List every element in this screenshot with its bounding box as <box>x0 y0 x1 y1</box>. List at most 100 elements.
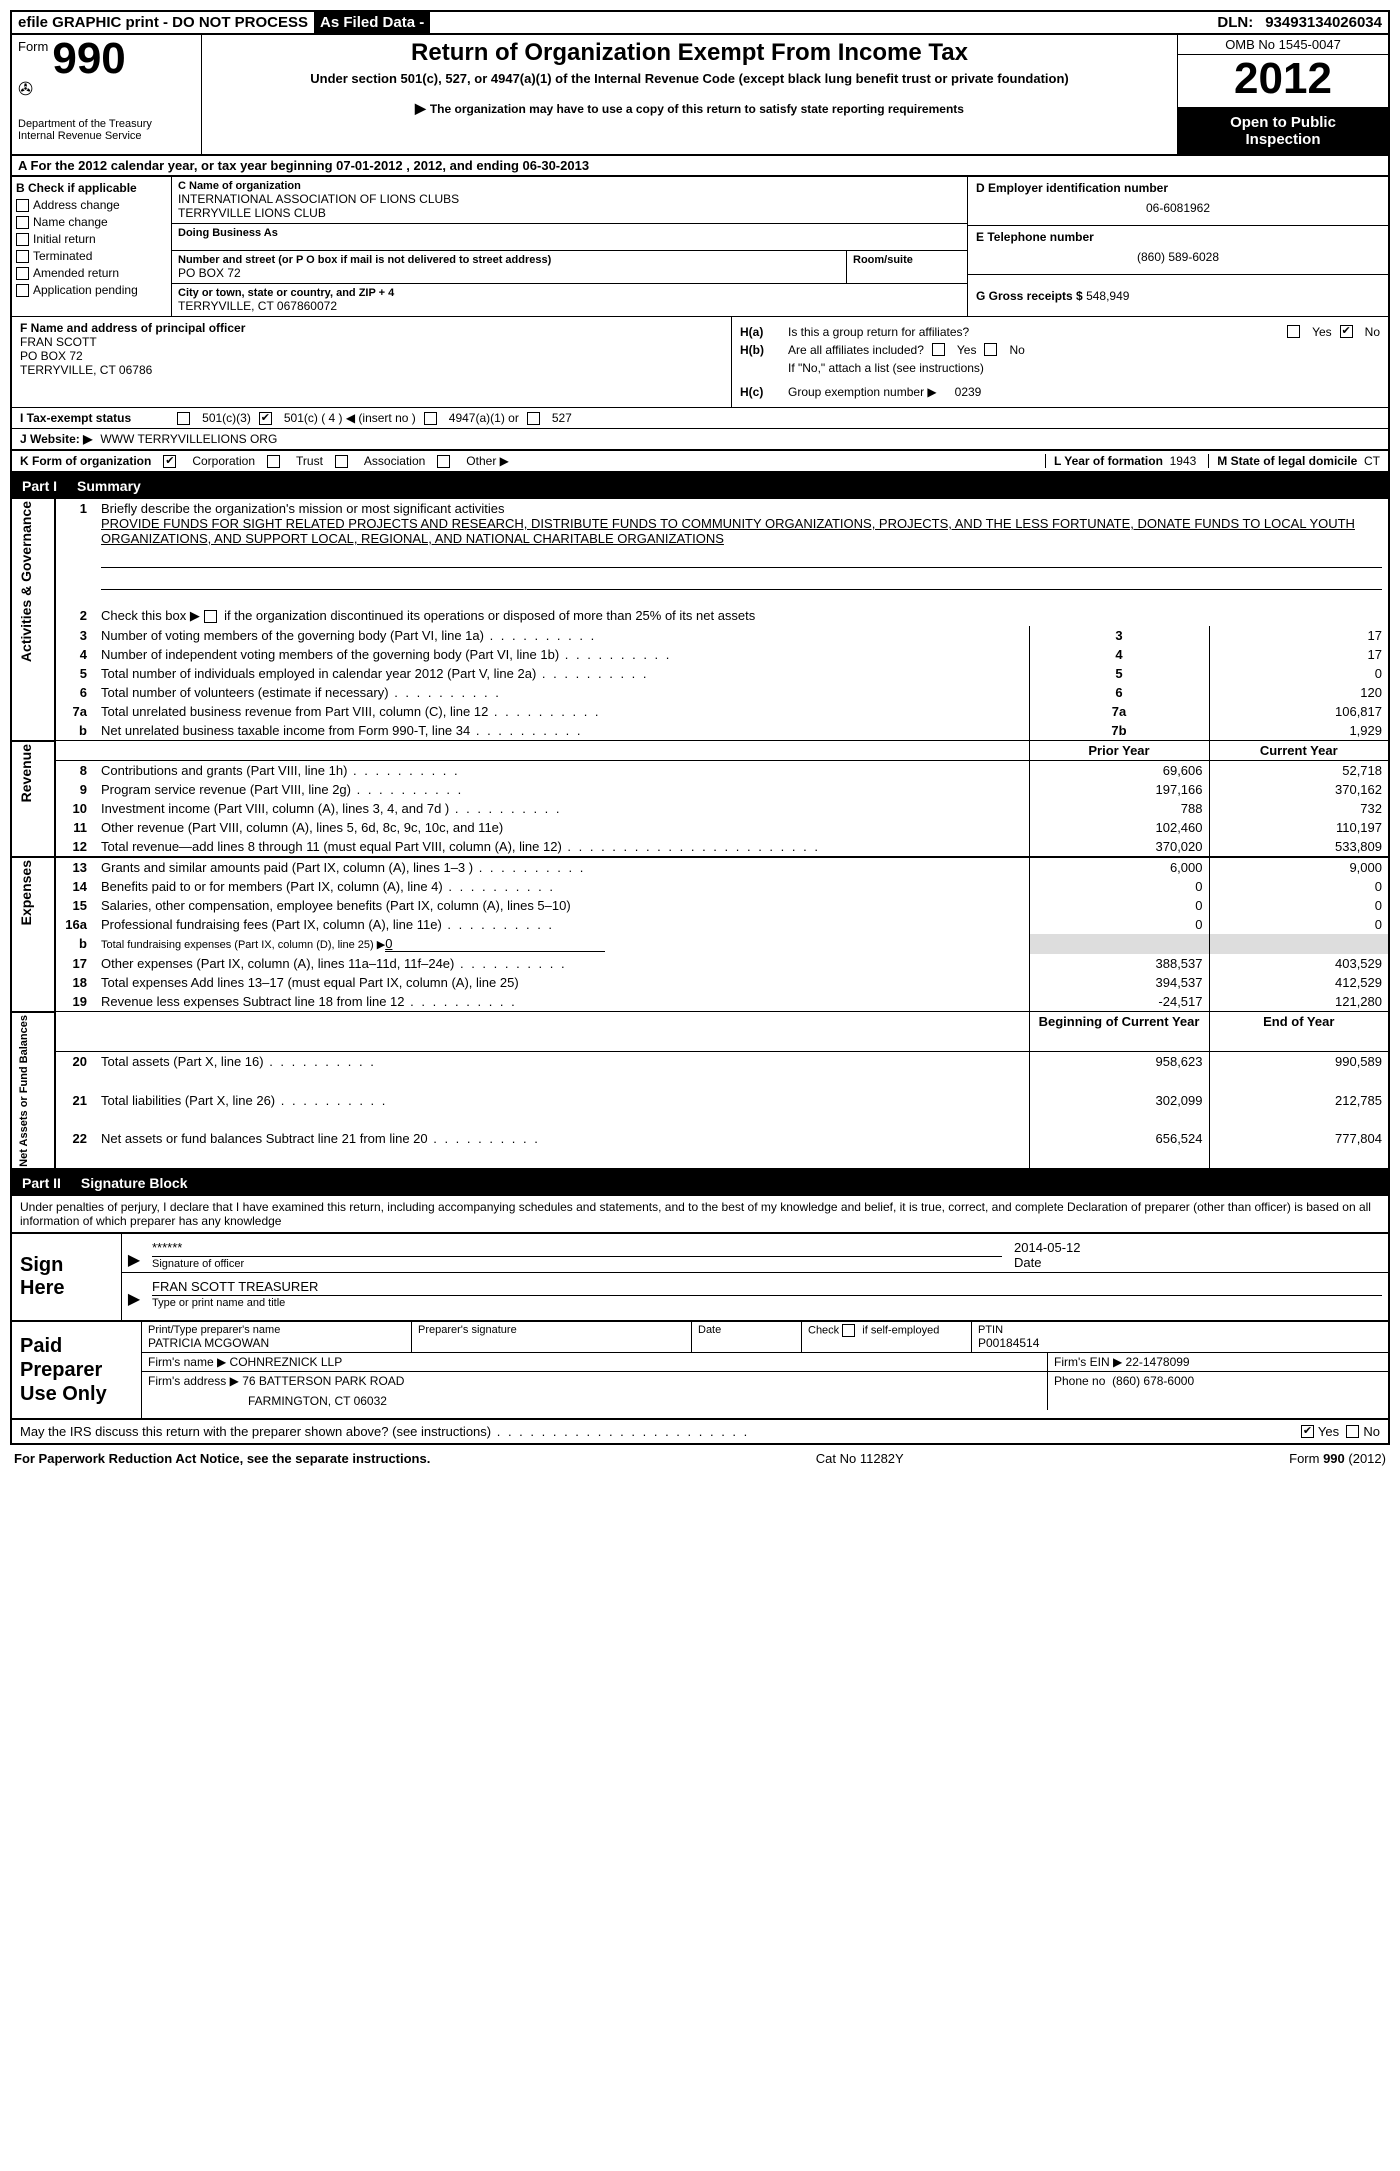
line8: Contributions and grants (Part VIII, lin… <box>95 761 1029 781</box>
faddr1: 76 BATTERSON PARK ROAD <box>242 1374 404 1388</box>
side-netassets: Net Assets or Fund Balances <box>18 1015 30 1167</box>
fname: COHNREZNICK LLP <box>230 1355 343 1369</box>
state-domicile: CT <box>1364 454 1380 468</box>
chk-address[interactable] <box>16 199 29 212</box>
ha-label: H(a) <box>740 325 780 339</box>
ptin: P00184514 <box>978 1336 1382 1350</box>
hb-label: H(b) <box>740 343 780 357</box>
row-j: J Website: ▶ WWW TERRYVILLELIONS ORG <box>10 429 1390 450</box>
chk-pending[interactable] <box>16 284 29 297</box>
form-note: The organization may have to use a copy … <box>430 102 964 116</box>
efile-header: efile GRAPHIC print - DO NOT PROCESS As … <box>10 10 1390 35</box>
chk-527[interactable] <box>527 412 540 425</box>
open-public: Open to Public Inspection <box>1178 108 1388 154</box>
line11: Other revenue (Part VIII, column (A), li… <box>95 818 1029 837</box>
room-label: Room/suite <box>853 254 961 266</box>
chk-501c[interactable] <box>259 412 272 425</box>
omb: OMB No 1545-0047 <box>1178 35 1388 55</box>
row-k: K Form of organization Corporation Trust… <box>10 450 1390 473</box>
line15: Salaries, other compensation, employee b… <box>95 896 1029 915</box>
discuss-no[interactable] <box>1346 1425 1359 1438</box>
line13: Grants and similar amounts paid (Part IX… <box>95 857 1029 877</box>
discuss-yes[interactable] <box>1301 1425 1314 1438</box>
addr-value: PO BOX 72 <box>178 266 840 280</box>
line1: Briefly describe the organization's miss… <box>101 501 1382 516</box>
chk-trust[interactable] <box>267 455 280 468</box>
fphone-lbl: Phone no <box>1054 1374 1105 1388</box>
hb-text: Are all affiliates included? <box>788 343 924 357</box>
ha-no-chk[interactable] <box>1340 325 1353 338</box>
f-addr1: PO BOX 72 <box>20 349 723 363</box>
part1-title: Summary <box>77 478 141 494</box>
chk-assoc[interactable] <box>335 455 348 468</box>
f-col: F Name and address of principal officer … <box>12 317 732 407</box>
bcd-grid: B Check if applicable Address change Nam… <box>10 177 1390 317</box>
side-activities: Activities & Governance <box>18 501 34 662</box>
fein-lbl: Firm's EIN ▶ <box>1054 1355 1122 1369</box>
ha-text: Is this a group return for affiliates? <box>788 325 1279 339</box>
mission: PROVIDE FUNDS FOR SIGHT RELATED PROJECTS… <box>101 516 1382 546</box>
chk-selfemployed[interactable] <box>842 1324 855 1337</box>
form-header: Form 990 ✇ Department of the Treasury In… <box>10 35 1390 156</box>
hb-yes-chk[interactable] <box>932 343 945 356</box>
hb-no-chk[interactable] <box>984 343 997 356</box>
hc-label: H(c) <box>740 385 780 399</box>
line9: Program service revenue (Part VIII, line… <box>95 780 1029 799</box>
sig-officer-lbl: Signature of officer <box>152 1256 1002 1270</box>
row-i: I Tax-exempt status 501(c)(3) 501(c) ( 4… <box>10 408 1390 429</box>
gross-label: G Gross receipts $ <box>976 289 1083 303</box>
row-a: A For the 2012 calendar year, or tax yea… <box>10 156 1390 177</box>
ein-value: 06-6081962 <box>976 195 1380 221</box>
pdate-lbl: Date <box>698 1324 795 1336</box>
line14: Benefits paid to or for members (Part IX… <box>95 877 1029 896</box>
triangle-icon: ▶ <box>122 1234 146 1272</box>
dba-label: Doing Business As <box>178 227 961 239</box>
line7a: Total unrelated business revenue from Pa… <box>95 702 1029 721</box>
year-formation: 1943 <box>1170 454 1197 468</box>
org-name2: TERRYVILLE LIONS CLUB <box>178 206 961 220</box>
chk-amended[interactable] <box>16 267 29 280</box>
asfiled-text: As Filed Data - <box>314 12 430 33</box>
chk-discontinued[interactable] <box>204 610 217 623</box>
chk-501c3[interactable] <box>177 412 190 425</box>
part1-header: Part I Summary <box>10 473 1390 499</box>
chk-other[interactable] <box>437 455 450 468</box>
city-label: City or town, state or country, and ZIP … <box>178 287 961 299</box>
chk-corp[interactable] <box>163 455 176 468</box>
triangle-icon: ▶ <box>122 1273 146 1311</box>
ha-yes-chk[interactable] <box>1287 325 1300 338</box>
f-label: F Name and address of principal officer <box>20 321 723 335</box>
chk-initial[interactable] <box>16 233 29 246</box>
hb-note: If "No," attach a list (see instructions… <box>740 361 1380 375</box>
end-label: End of Year <box>1209 1012 1389 1052</box>
line19: Revenue less expenses Subtract line 18 f… <box>95 992 1029 1012</box>
part2-title: Signature Block <box>81 1175 188 1191</box>
footer-mid: Cat No 11282Y <box>816 1451 904 1466</box>
phone-label: E Telephone number <box>976 230 1380 244</box>
sig-date: 2014-05-12 <box>1014 1240 1382 1255</box>
sign-here: Sign Here <box>12 1234 122 1320</box>
hc-text: Group exemption number ▶ <box>788 385 937 399</box>
discuss-text: May the IRS discuss this return with the… <box>20 1424 749 1439</box>
chk-name[interactable] <box>16 216 29 229</box>
fname-lbl: Firm's name ▶ <box>148 1355 226 1369</box>
f-addr2: TERRYVILLE, CT 06786 <box>20 363 723 377</box>
line5: Total number of individuals employed in … <box>95 664 1029 683</box>
line16a: Professional fundraising fees (Part IX, … <box>95 915 1029 934</box>
form-left: Form 990 ✇ Department of the Treasury In… <box>12 35 202 154</box>
name-label: C Name of organization <box>178 180 961 192</box>
chk-4947[interactable] <box>424 412 437 425</box>
sig-name: FRAN SCOTT TREASURER <box>152 1279 1382 1295</box>
j-label: J Website: ▶ <box>20 432 92 446</box>
addr-label: Number and street (or P O box if mail is… <box>178 254 840 266</box>
line3: Number of voting members of the governin… <box>95 626 1029 645</box>
v5: 0 <box>1209 664 1389 683</box>
efile-text: efile GRAPHIC print - DO NOT PROCESS <box>12 12 314 33</box>
v4: 17 <box>1209 645 1389 664</box>
pname-lbl: Print/Type preparer's name <box>148 1324 405 1336</box>
prep-section: Paid Preparer Use Only Print/Type prepar… <box>10 1322 1390 1420</box>
col-c: C Name of organization INTERNATIONAL ASS… <box>172 177 968 316</box>
footer-right: Form 990 (2012) <box>1289 1451 1386 1466</box>
part1-label: Part I <box>22 478 57 494</box>
chk-terminated[interactable] <box>16 250 29 263</box>
